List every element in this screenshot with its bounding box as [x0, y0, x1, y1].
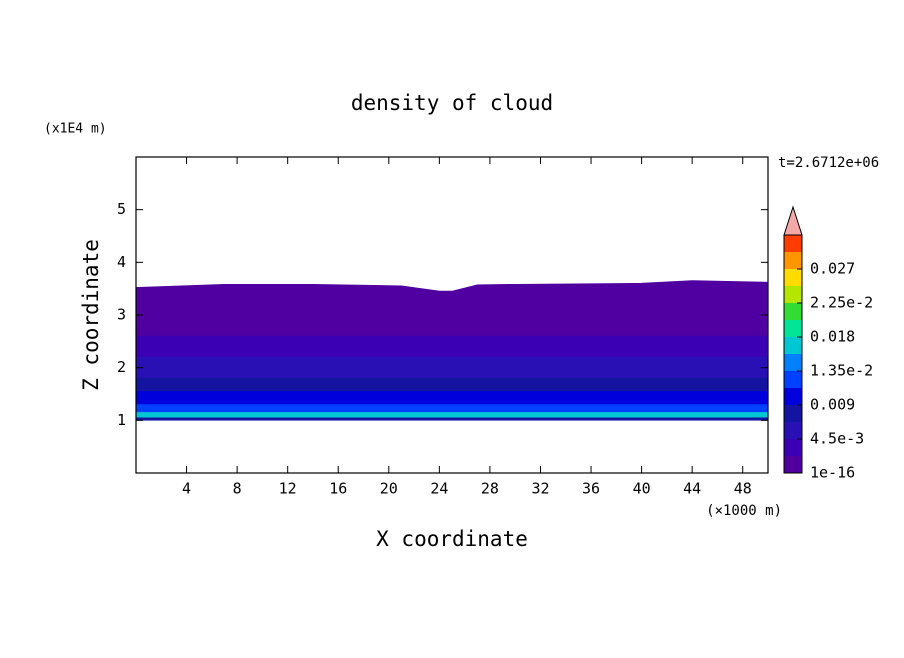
annotation: t=2.6712e+06 — [778, 155, 879, 171]
contour-band — [135, 377, 769, 392]
y-tick-label: 1 — [117, 411, 126, 429]
x-tick-label: 8 — [233, 480, 242, 498]
colorbar-tick-label: 2.25e-2 — [810, 294, 873, 312]
x-tick-label: 40 — [633, 480, 651, 498]
colorbar-tick-label: 0.009 — [810, 396, 855, 414]
x-tick-label: 12 — [279, 480, 297, 498]
chart-title: density of cloud — [351, 91, 553, 115]
colorbar-band — [784, 337, 802, 354]
colorbar-band — [784, 371, 802, 388]
colorbar-band — [784, 422, 802, 439]
x-tick-label: 32 — [531, 480, 549, 498]
x-axis-title: X coordinate — [376, 527, 528, 551]
colorbar-band — [784, 388, 802, 405]
x-unit: (×1000 m) — [706, 503, 782, 519]
colorbar-tick-label: 0.018 — [810, 328, 855, 346]
x-tick-label: 48 — [734, 480, 752, 498]
x-tick-label: 20 — [380, 480, 398, 498]
x-tick-label: 28 — [481, 480, 499, 498]
x-tick-label: 4 — [182, 480, 191, 498]
x-tick-label: 24 — [430, 480, 448, 498]
y-tick-label: 5 — [117, 200, 126, 218]
colorbar-tick-label: 0.027 — [810, 260, 855, 278]
colorbar-band — [784, 235, 802, 252]
x-tick-label: 44 — [683, 480, 701, 498]
colorbar-tick-label: 1.35e-2 — [810, 362, 873, 380]
y-tick-label: 2 — [117, 358, 126, 376]
contour-band — [135, 412, 769, 418]
x-tick-label: 16 — [329, 480, 347, 498]
colorbar-band — [784, 354, 802, 371]
y-unit: (x1E4 m) — [44, 122, 107, 137]
y-axis-title: Z coordinate — [79, 239, 103, 391]
y-tick-label: 3 — [117, 306, 126, 324]
contour-band — [135, 280, 769, 337]
contour-band — [135, 417, 769, 421]
colorbar-band — [784, 456, 802, 473]
colorbar-tick-label: 1e-16 — [810, 464, 855, 482]
colorbar-band — [784, 320, 802, 337]
contour-band — [135, 335, 769, 358]
colorbar-band — [784, 303, 802, 320]
colorbar-band — [784, 269, 802, 286]
colorbar-extension — [783, 205, 803, 236]
contour-band — [135, 404, 769, 413]
y-tick-label: 4 — [117, 253, 126, 271]
colorbar-band — [784, 252, 802, 269]
colorbar-frame — [783, 234, 803, 474]
colorbar-tick-label: 4.5e-3 — [810, 430, 864, 448]
contour-band — [135, 356, 769, 379]
colorbar-band — [784, 439, 802, 456]
contour-band — [135, 391, 769, 405]
colorbar-band — [784, 286, 802, 303]
colorbar-band — [784, 405, 802, 422]
x-tick-label: 36 — [582, 480, 600, 498]
